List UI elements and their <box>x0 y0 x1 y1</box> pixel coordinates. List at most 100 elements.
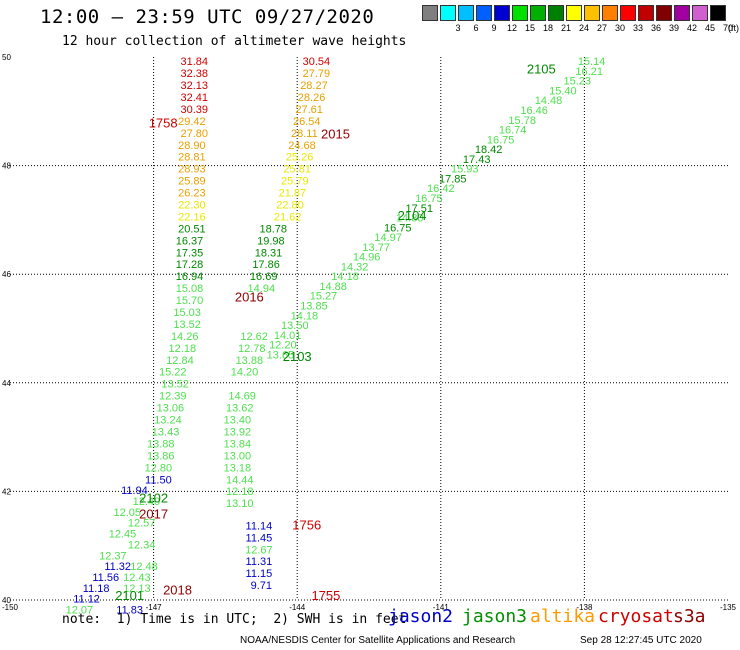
swh-value: 25.26 <box>286 152 314 164</box>
legend-label: 30 <box>614 23 625 33</box>
swh-value: 11.12 <box>73 594 100 606</box>
swh-value: 30.54 <box>303 56 331 68</box>
swh-value: 12.57 <box>128 518 156 530</box>
x-tick-label: -135 <box>720 603 737 612</box>
swh-value: 12.05 <box>114 507 142 519</box>
swh-value: 12.40 <box>133 496 161 508</box>
swh-value: 16.37 <box>176 235 204 247</box>
swh-value: 12.80 <box>145 462 173 474</box>
legend-swatch <box>512 5 528 21</box>
legend-label: 27 <box>596 23 607 33</box>
swh-value: 22.16 <box>178 211 206 223</box>
page-title: 12:00 – 23:59 UTC 09/27/2020 <box>40 6 375 28</box>
legend-label: 39 <box>668 23 679 33</box>
swh-value: 14.01 <box>274 330 302 342</box>
swh-value: 12.43 <box>123 572 151 584</box>
satellite-legend-item: s3a <box>673 606 706 627</box>
legend-label: 45 <box>704 23 715 33</box>
generated-timestamp: Sep 28 12:27:45 UTC 2020 <box>580 635 702 646</box>
pass-time-label: 2103 <box>283 349 312 364</box>
swh-value: 14.26 <box>171 331 199 343</box>
swh-value: 28.27 <box>300 80 328 92</box>
swh-value: 14.18 <box>291 310 319 322</box>
swh-value: 11.32 <box>104 561 131 573</box>
swh-value: 14.97 <box>374 232 402 244</box>
pass-time-label: 1755 <box>311 588 340 603</box>
pass-time-label: 2102 <box>139 490 168 505</box>
pass-time-label: 1756 <box>292 517 321 532</box>
y-tick-label: 50 <box>2 53 11 62</box>
swh-value: 15.40 <box>549 85 577 97</box>
swh-value: 25.81 <box>283 164 311 176</box>
legend-label: 9 <box>491 23 497 33</box>
swh-value: 14.69 <box>228 391 256 403</box>
swh-value: 13.77 <box>362 242 390 254</box>
swh-value: 13.00 <box>224 450 252 462</box>
legend-label: 15 <box>524 23 535 33</box>
swh-value: 16.42 <box>427 183 455 195</box>
swh-value: 13.52 <box>161 379 189 391</box>
swh-value: 15.22 <box>159 367 187 379</box>
swh-value: 20.51 <box>178 223 206 235</box>
swh-value: 16.94 <box>176 271 204 283</box>
swh-value: 15.27 <box>310 291 338 303</box>
x-tick-label: -144 <box>289 603 306 612</box>
swh-value: 14.44 <box>226 474 254 486</box>
swh-value: 14.32 <box>341 261 369 273</box>
legend-swatch <box>710 5 726 21</box>
swh-value: 18.78 <box>260 223 288 235</box>
swh-value: 13.84 <box>224 438 252 450</box>
legend-label: 21 <box>560 23 571 33</box>
swh-value: 24.68 <box>288 140 316 152</box>
swh-value: 28.90 <box>178 140 206 152</box>
swh-value: 28.93 <box>178 164 206 176</box>
swh-value: 13.24 <box>154 415 182 427</box>
swh-value: 15.03 <box>173 307 201 319</box>
y-tick-label: 48 <box>2 162 11 171</box>
legend-swatch <box>494 5 510 21</box>
legend-swatch <box>656 5 672 21</box>
legend-label: 33 <box>632 23 643 33</box>
legend-label: 6 <box>473 23 479 33</box>
swh-value: 11.14 <box>246 520 273 532</box>
swh-value: 16.75 <box>487 134 515 146</box>
swh-value: 21.87 <box>279 188 307 200</box>
swh-value: 15.14 <box>578 56 606 68</box>
swh-value: 13.50 <box>281 320 309 332</box>
swh-value: 31.84 <box>181 56 209 68</box>
swh-value: 12.62 <box>240 331 268 343</box>
pass-time-label: 2016 <box>235 289 264 304</box>
legend-swatch <box>566 5 582 21</box>
legend-swatch <box>692 5 708 21</box>
swh-value: 22.30 <box>178 199 206 211</box>
swh-value: 14.48 <box>535 95 563 107</box>
legend-unit: (ft) <box>728 23 739 33</box>
swh-value: 12.84 <box>166 355 194 367</box>
swh-value: 16.69 <box>250 271 278 283</box>
swh-value: 13.06 <box>157 403 185 415</box>
swh-value: 12.45 <box>109 529 137 541</box>
swh-value: 12.18 <box>226 486 254 498</box>
swh-value: 11.56 <box>92 572 119 584</box>
swh-value: 11.45 <box>246 532 273 544</box>
y-tick-label: 42 <box>2 487 11 496</box>
swh-value: 15.93 <box>451 164 479 176</box>
legend-label: 42 <box>686 23 697 33</box>
swh-value: 13.88 <box>236 355 264 367</box>
pass-time-label: 2018 <box>163 583 192 598</box>
swh-value: 17.28 <box>176 259 204 271</box>
swh-value: 13.65 <box>267 349 295 361</box>
swh-value: 26.23 <box>178 188 206 200</box>
swh-value: 12.67 <box>245 544 273 556</box>
swh-value: 18.42 <box>475 144 503 156</box>
legend-swatch <box>440 5 456 21</box>
swh-value: 32.13 <box>181 80 209 92</box>
y-tick-label: 46 <box>2 270 11 279</box>
swh-value: 17.43 <box>463 154 491 166</box>
swh-value: 13.88 <box>147 438 175 450</box>
legend-swatch <box>422 5 438 21</box>
page-subtitle: 12 hour collection of altimeter wave hei… <box>62 34 407 49</box>
swh-value: 11.94 <box>121 485 148 497</box>
swh-value: 30.39 <box>181 104 209 116</box>
